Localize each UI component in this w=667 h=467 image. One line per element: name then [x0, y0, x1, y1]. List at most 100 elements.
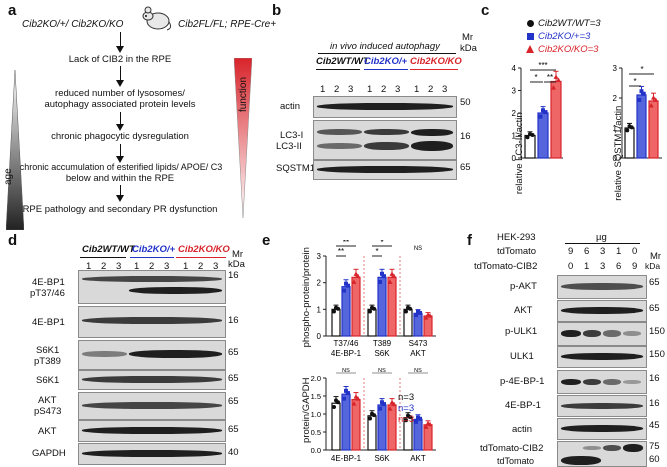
bar	[537, 112, 549, 159]
d-lane: 1	[86, 261, 92, 272]
flow-step-5: RPE pathology and secondary PR dysfuncti…	[22, 204, 218, 215]
sig-label: NS	[414, 368, 422, 374]
f-row1-val: 3	[600, 246, 606, 257]
y-tick-label: 2	[317, 279, 322, 288]
d-row-akt: AKT	[38, 426, 57, 437]
f-mw: 65	[649, 303, 660, 314]
data-point	[387, 279, 393, 285]
panel-e-label: e	[262, 232, 271, 249]
f-row2-val: 0	[568, 261, 574, 272]
blot-d-pakt	[78, 392, 226, 420]
bar	[331, 308, 341, 337]
d-lane: 2	[101, 261, 107, 272]
data-point	[368, 416, 372, 421]
d-lane: 1	[134, 261, 140, 272]
b-row-lc3ii: LC3-II	[276, 141, 302, 152]
sig-label: *	[640, 65, 643, 74]
blot-b-actin	[313, 96, 457, 118]
data-point	[423, 424, 429, 429]
panel-c-label: c	[481, 2, 490, 19]
data-point	[408, 414, 412, 419]
b-kda: kDa	[460, 43, 477, 54]
f-row-akt: AKT	[514, 305, 533, 316]
blot-f-pakt	[557, 275, 647, 299]
sig-label: *	[633, 77, 636, 86]
d-lane: 3	[213, 261, 219, 272]
autophagy-title: in vivo induced autophagy	[330, 41, 440, 52]
blot-f-4ebp1	[557, 395, 647, 417]
f-row-4ebp1: 4E-BP-1	[505, 400, 541, 411]
b-row-lc3i: LC3-I	[280, 130, 304, 141]
blot-f-actin	[557, 418, 647, 440]
y-tick-label: 1	[512, 132, 517, 141]
x-tick-label: S473	[409, 339, 428, 348]
b-mw: 50	[460, 97, 471, 108]
f-row-ulk1: ULK1	[510, 351, 534, 362]
f-cell-line: HEK-293	[497, 232, 536, 243]
blot-d-gapdh	[78, 443, 226, 465]
legend-wt-marker	[527, 20, 534, 27]
e-n-ko: n=3	[398, 414, 415, 425]
d-group-wt: Cib2WT/WT	[82, 244, 135, 255]
data-point	[346, 283, 350, 288]
sig-label: **	[343, 240, 349, 247]
d-group-het: Cib2KO/+	[132, 244, 176, 255]
blot-d-s6k1	[78, 370, 226, 390]
y-tick-label: 0.5	[311, 428, 321, 437]
y-tick-label: 2	[613, 94, 618, 103]
d-row-4ebp1-p: 4E-BP1	[32, 277, 65, 288]
flow-step-1: Lack of CIB2 in the RPE	[68, 54, 172, 65]
flow-step-2: reduced number of lysosomes/	[55, 88, 185, 99]
data-point	[382, 274, 386, 279]
function-label: function	[238, 76, 249, 112]
d-lane: 3	[164, 261, 170, 272]
data-point	[556, 77, 561, 82]
d-row-4ebp1: 4E-BP1	[32, 317, 65, 328]
sig-label: *	[534, 73, 537, 82]
y-tick-label: 4	[512, 64, 517, 73]
f-row1-val: 6	[584, 246, 590, 257]
data-point	[541, 108, 545, 113]
bar	[413, 418, 423, 451]
data-point	[427, 421, 433, 427]
data-point	[378, 406, 382, 411]
y-tick-label: 0.0	[311, 446, 321, 455]
data-point	[414, 419, 418, 424]
blot-f-tdtomato	[557, 441, 647, 467]
f-row-tdtomato: tdTomato	[497, 456, 535, 466]
d-row-gapdh: GAPDH	[32, 448, 66, 459]
panel-a-genotype-right: Cib2FL/FL; RPE-Cre+	[178, 19, 277, 30]
d-mw: 16	[228, 270, 239, 281]
d-kda: kDa	[228, 259, 245, 270]
mouse-icon	[140, 4, 174, 32]
sig-label: ***	[538, 61, 547, 70]
b-lane: 2	[334, 84, 340, 95]
data-point	[382, 402, 386, 407]
e-n-wt: n=3	[398, 392, 415, 403]
d-row-s6k1-p-site: pT389	[34, 356, 61, 367]
data-point	[346, 391, 350, 396]
legend-ko: Cib2KO/KO=3	[538, 44, 599, 55]
sig-label: NS	[414, 246, 422, 252]
b-mr: Mr	[462, 32, 474, 43]
flow-step-3: chronic phagocytic dysregulation	[51, 131, 189, 142]
blot-f-ulk1	[557, 346, 647, 368]
data-point	[332, 404, 336, 409]
bar	[403, 308, 413, 337]
data-point	[372, 306, 376, 311]
age-gradient-wedge	[5, 69, 25, 231]
sig-label: *	[380, 240, 383, 247]
data-point	[391, 273, 397, 279]
blot-b-lc3	[313, 120, 457, 160]
bar	[387, 276, 397, 337]
bar	[351, 276, 361, 337]
x-tick-label: AKT	[410, 349, 426, 358]
y-tick-label: 0	[317, 332, 322, 341]
data-point	[355, 396, 361, 401]
data-point	[342, 396, 346, 401]
y-tick-label: 3	[613, 64, 618, 73]
f-row2-val: 1	[584, 261, 590, 272]
d-mw: 40	[228, 447, 239, 458]
b-lane: 2	[428, 84, 434, 95]
